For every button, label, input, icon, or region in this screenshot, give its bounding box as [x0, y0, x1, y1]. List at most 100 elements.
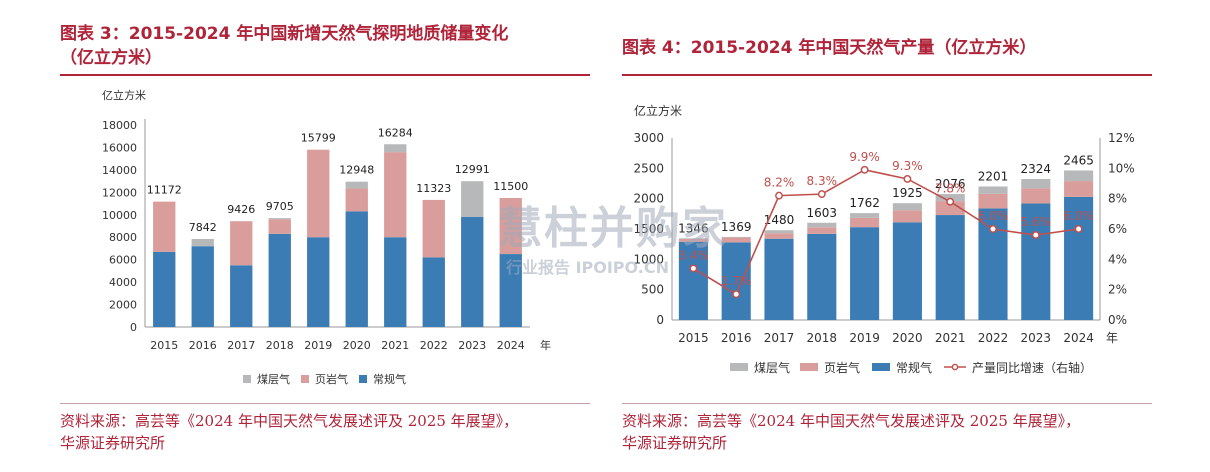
- right-source: 资料来源：高芸等《2024 年中国天然气发展述评及 2025 年展望》， 华源证…: [622, 410, 1162, 454]
- total-label: 7842: [189, 221, 217, 234]
- left-source-rule: [60, 403, 590, 404]
- legend-label: 煤层气: [754, 360, 790, 375]
- left-title-line1: 图表 3：2015-2024 年中国新增天然气探明地质储量变化: [60, 24, 509, 44]
- bar-segment: [461, 217, 484, 327]
- x-tick-label: 2019: [304, 339, 332, 352]
- x-tick-label: 2021: [381, 339, 409, 352]
- total-label: 2201: [978, 169, 1009, 183]
- x-tick-label: 2017: [764, 331, 795, 345]
- growth-label: 6.0%: [978, 209, 1009, 223]
- legend-swatch: [359, 375, 367, 383]
- bar-segment: [1064, 181, 1094, 197]
- right-source-line1: 资料来源：高芸等《2024 年中国天然气发展述评及 2025 年展望》，: [622, 412, 1081, 430]
- x-tick-label: 2016: [189, 339, 217, 352]
- y2-tick-label: 8%: [1108, 192, 1127, 206]
- bar-segment: [935, 215, 965, 320]
- total-label: 11172: [147, 184, 182, 197]
- x-tick-label: 2020: [892, 331, 923, 345]
- bar-segment: [721, 237, 751, 243]
- y-tick-label: 10000: [102, 209, 137, 222]
- growth-label: 3.4%: [678, 248, 709, 262]
- growth-point: [903, 175, 912, 183]
- growth-label: 8.3%: [807, 174, 838, 188]
- right-production-chart: 亿立方米 0 500 1000 1500 2000 2500 3000 0% 2% 4% 6% 8% 10…: [633, 103, 1135, 375]
- total-label: 2324: [1021, 162, 1052, 176]
- total-label: 12948: [339, 164, 374, 177]
- left-source-line2: 华源证券研究所: [60, 434, 166, 452]
- bar-segment: [384, 144, 407, 153]
- x-tick-label: 2023: [458, 339, 486, 352]
- bar-segment: [307, 237, 330, 327]
- bar-segment: [721, 236, 751, 238]
- bar-segment: [764, 230, 794, 234]
- bar-segment: [721, 242, 751, 320]
- y-tick-label: 0: [130, 321, 137, 334]
- bar-segment: [268, 218, 291, 220]
- y-tick-label: 12000: [102, 186, 137, 199]
- x-axis-suffix: 年: [1106, 331, 1118, 345]
- legend-label: 产量同比增速（右轴）: [972, 360, 1092, 375]
- bar-segment: [850, 217, 880, 228]
- bar-segment: [153, 251, 176, 327]
- bar-segment: [230, 265, 253, 327]
- bar-segment: [807, 222, 837, 228]
- bar-segment: [384, 152, 407, 238]
- legend-label: 煤层气: [257, 372, 290, 386]
- growth-label: 5.6%: [1021, 215, 1052, 229]
- bar-segment: [764, 233, 794, 239]
- bar-segment: [850, 213, 880, 218]
- legend-label: 页岩气: [824, 360, 860, 375]
- x-tick-label: 2022: [978, 331, 1009, 345]
- total-label: 1762: [849, 196, 880, 210]
- total-label: 12991: [455, 163, 490, 176]
- y-tick-label: 1000: [633, 252, 664, 266]
- bar-segment: [678, 239, 708, 242]
- bar-segment: [345, 181, 368, 189]
- growth-point: [1074, 225, 1083, 233]
- y2-tick-label: 4%: [1108, 252, 1127, 266]
- left-reserves-chart: 亿立方米 0 2000 4000 6000 8000 10000 12000 14000 1600…: [102, 88, 551, 386]
- bar-segment: [422, 199, 445, 258]
- growth-point: [732, 290, 741, 299]
- y-tick-label: 3000: [633, 131, 664, 145]
- total-label: 1369: [721, 220, 752, 234]
- x-tick-label: 2021: [935, 331, 966, 345]
- x-tick-label: 2015: [678, 331, 709, 345]
- bar-segment: [678, 238, 708, 240]
- y2-tick-label: 10%: [1108, 161, 1135, 175]
- x-tick-label: 2023: [1021, 331, 1052, 345]
- bar-segment: [978, 193, 1008, 209]
- watermark-main: 慧柱并购家: [498, 203, 728, 254]
- legend-swatch: [730, 363, 748, 371]
- y-tick-label: 2000: [109, 299, 137, 312]
- y-axis-unit: 亿立方米: [102, 88, 146, 102]
- total-label: 16284: [378, 126, 413, 139]
- x-tick-label: 2015: [150, 339, 178, 352]
- total-label: 1346: [678, 221, 709, 235]
- y-tick-label: 2000: [633, 192, 664, 206]
- y-tick-label: 16000: [102, 141, 137, 154]
- x-tick-label: 2022: [420, 339, 448, 352]
- right-chart-title: 图表 4：2015-2024 年中国天然气产量（亿立方米）: [622, 38, 1037, 58]
- bar-segment: [807, 227, 837, 234]
- bar-segment: [422, 257, 445, 327]
- total-label: 1480: [764, 213, 795, 227]
- growth-label: 6.0%: [1063, 209, 1094, 223]
- bar-segment: [1064, 170, 1094, 182]
- bar-segment: [1021, 179, 1051, 189]
- legend-label: 常规气: [373, 372, 406, 386]
- bar-segment: [153, 201, 176, 252]
- bar-segment: [268, 233, 291, 327]
- bar-segment: [978, 186, 1008, 194]
- bar-segment: [345, 211, 368, 327]
- total-label: 9426: [227, 203, 255, 216]
- growth-point: [1031, 231, 1040, 240]
- bar-segment: [384, 237, 407, 327]
- x-axis-suffix: 年: [540, 338, 551, 352]
- left-source-line1: 资料来源：高芸等《2024 年中国天然气发展述评及 2025 年展望》，: [60, 412, 519, 430]
- total-label: 11500: [493, 180, 528, 193]
- watermark-sub: 行业报告 IPOIPO.CN: [506, 258, 669, 277]
- x-tick-label: 2018: [807, 331, 838, 345]
- legend-label: 常规气: [896, 360, 932, 375]
- bar-segment: [307, 149, 330, 238]
